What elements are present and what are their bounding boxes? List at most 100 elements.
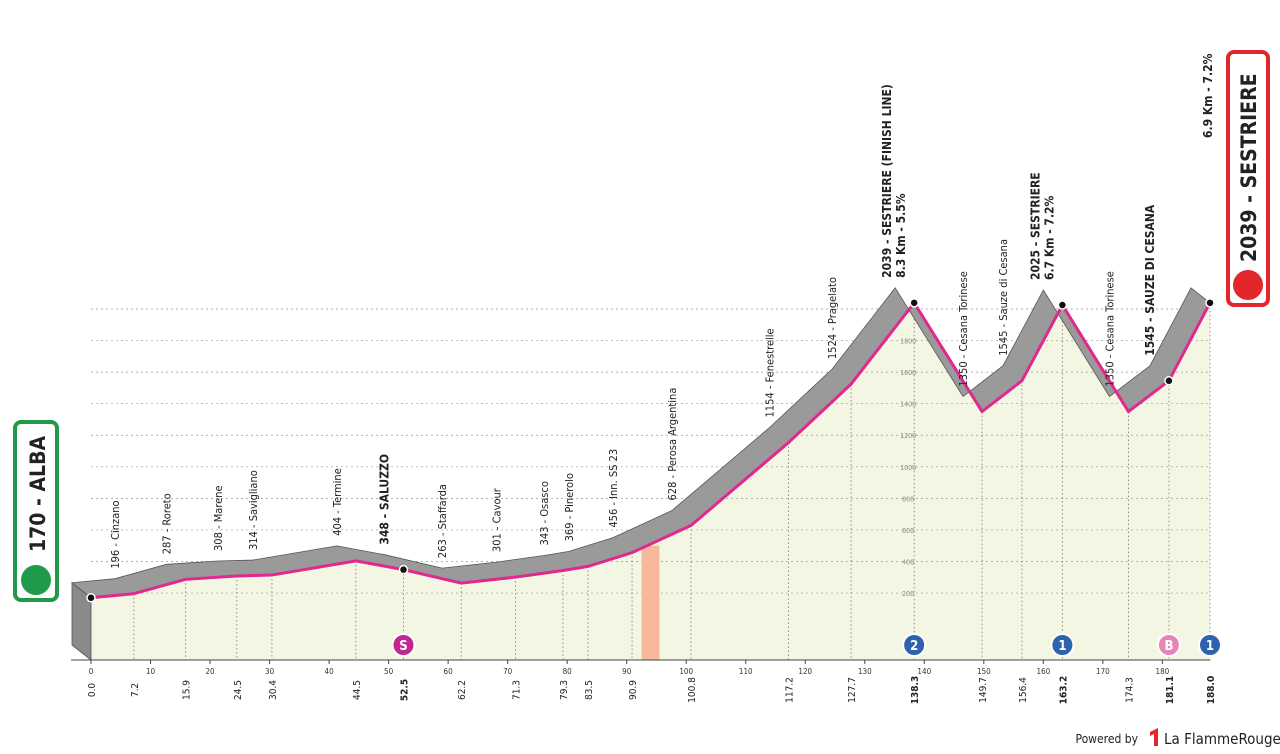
km-label: 181.1 xyxy=(1165,676,1176,704)
start-banner: 170 - ALBA xyxy=(26,436,50,552)
km-label: 24.5 xyxy=(233,680,244,700)
waypoint-label: 2039 - SESTRIERE (FINISH LINE) xyxy=(880,84,894,278)
x-tick-label: 110 xyxy=(739,667,753,676)
finish-detail: 6.9 Km - 7.2% xyxy=(1201,53,1215,138)
waypoint-label: 1154 - Fenestrelle xyxy=(764,328,777,417)
waypoint-dot xyxy=(1164,376,1174,386)
y-tick-label: 1000 xyxy=(900,464,916,472)
waypoint-label: 196 - Cinzano xyxy=(109,500,122,568)
symbol-text: 1 xyxy=(1058,639,1066,654)
waypoint-label: 1350 - Cesana Torinese xyxy=(957,271,970,386)
km-label: 7.2 xyxy=(130,683,141,697)
waypoint-label: 1350 - Cesana Torinese xyxy=(1103,271,1116,386)
finish-banner-box xyxy=(1226,50,1270,307)
km-label: 52.5 xyxy=(399,679,410,701)
x-tick-label: 0 xyxy=(89,667,94,676)
symbol-badge xyxy=(902,633,927,657)
waypoint-dot xyxy=(1057,300,1068,310)
waypoint-label: 628 - Perosa Argentina xyxy=(666,388,679,501)
km-label: 15.9 xyxy=(182,680,193,700)
waypoint-dot xyxy=(1205,298,1215,308)
x-tick-label: 150 xyxy=(977,667,991,676)
x-tick-label: 30 xyxy=(265,667,275,676)
waypoint-dot xyxy=(398,564,409,575)
y-tick-label: 800 xyxy=(902,495,914,503)
waypoint-label: 1524 - Pragelato xyxy=(826,277,839,359)
y-tick-label: 1800 xyxy=(900,338,916,346)
symbol-text: B xyxy=(1164,639,1173,654)
start-banner-box xyxy=(13,420,59,602)
km-label: 0.0 xyxy=(87,683,98,698)
x-tick-label: 70 xyxy=(503,667,513,676)
symbol-text: S xyxy=(399,639,407,654)
profile-line xyxy=(90,300,1212,600)
x-tick-label: 170 xyxy=(1096,667,1110,676)
x-tick-label: 90 xyxy=(622,667,632,676)
km-label: 188.0 xyxy=(1206,676,1217,704)
km-label: 71.3 xyxy=(511,680,522,700)
waypoint-dot xyxy=(86,593,96,603)
waypoint-label: 369 - Pinerolo xyxy=(563,473,576,541)
waypoint-label: 308 - Marene xyxy=(212,485,225,551)
km-label: 174.3 xyxy=(1124,677,1135,703)
profile-fill xyxy=(91,302,1210,660)
x-tick-label: 180 xyxy=(1156,667,1170,676)
km-label: 149.7 xyxy=(978,677,989,703)
waypoint-label: 1545 - SAUZE DI CESANA xyxy=(1143,204,1157,356)
start-icon xyxy=(21,565,51,595)
waypoint-label: 456 - Inn. SS 23 xyxy=(607,449,620,528)
symbol-badge xyxy=(1156,633,1181,657)
km-label: 79.3 xyxy=(559,680,570,700)
y-tick-label: 200 xyxy=(902,590,914,598)
y-tick-label: 400 xyxy=(902,558,914,566)
profile-layer: 2004006008001000120014001600180020000102… xyxy=(70,84,1222,704)
x-tick-label: 160 xyxy=(1036,667,1050,676)
km-label: 163.2 xyxy=(1058,676,1069,704)
x-tick-label: 80 xyxy=(563,667,573,676)
x-tick-label: 20 xyxy=(205,667,215,676)
x-tick-label: 10 xyxy=(146,667,156,676)
waypoint-label: 2025 - SESTRIERE xyxy=(1028,172,1042,280)
y-tick-label: 1200 xyxy=(900,432,916,440)
waypoint-label: 314 - Savigliano xyxy=(247,470,260,550)
footer-logo xyxy=(1150,728,1158,746)
km-label: 83.5 xyxy=(584,680,595,700)
footer-powered: Powered by xyxy=(1075,732,1138,746)
x-tick-label: 50 xyxy=(384,667,394,676)
waypoint-label: 404 - Termine xyxy=(331,468,344,536)
km-label: 138.3 xyxy=(910,676,921,704)
y-tick-label: 1400 xyxy=(900,401,916,409)
x-tick-label: 100 xyxy=(679,667,693,676)
waypoint-detail: 6.7 Km - 7.2% xyxy=(1042,195,1056,280)
x-tick-label: 130 xyxy=(858,667,872,676)
y-tick-label: 1600 xyxy=(900,369,916,377)
km-label: 117.2 xyxy=(785,677,796,703)
feed-zone xyxy=(641,545,660,660)
waypoint-label: 287 - Roreto xyxy=(161,493,174,554)
km-label: 30.4 xyxy=(268,680,279,700)
symbol-badge xyxy=(1050,633,1075,657)
km-label: 44.5 xyxy=(352,680,363,700)
km-label: 156.4 xyxy=(1018,677,1029,703)
symbol-text: 2 xyxy=(910,639,918,654)
x-tick-label: 60 xyxy=(444,667,454,676)
symbol-text: 1 xyxy=(1206,639,1214,654)
km-label: 90.9 xyxy=(628,680,639,700)
x-tick-label: 120 xyxy=(798,667,812,676)
symbol-badge xyxy=(391,633,416,657)
symbol-badge xyxy=(1198,633,1222,657)
finish-banner: 2039 - SESTRIERE xyxy=(1237,73,1261,262)
km-label: 62.2 xyxy=(457,680,468,700)
waypoint-label: 301 - Cavour xyxy=(490,487,503,552)
waypoint-label: 263 - Staffarda xyxy=(436,484,449,558)
x-tick-label: 40 xyxy=(325,667,335,676)
km-label: 100.8 xyxy=(687,677,698,703)
waypoint-dot xyxy=(909,298,919,308)
finish-icon xyxy=(1233,270,1263,300)
footer-brand: La FlammeRouge xyxy=(1164,730,1280,748)
waypoint-label: 348 - SALUZZO xyxy=(377,454,391,545)
x-tick-label: 140 xyxy=(917,667,931,676)
y-tick-label: 600 xyxy=(902,527,914,535)
km-label: 127.7 xyxy=(847,677,858,703)
